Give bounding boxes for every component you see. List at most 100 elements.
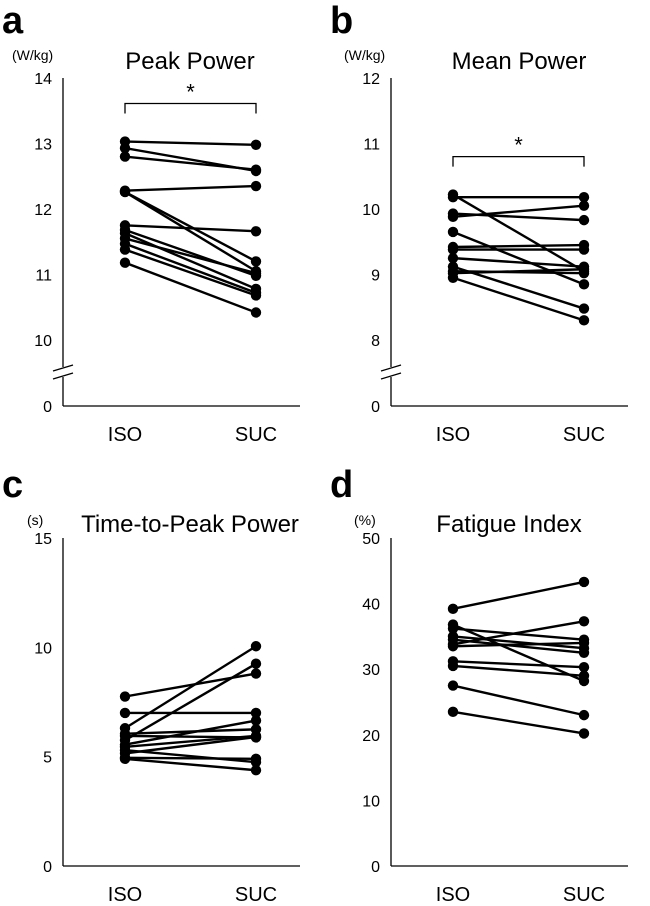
y-tick-label: 0 <box>43 399 52 416</box>
data-point-suc-10 <box>250 267 262 279</box>
y-tick-label: 40 <box>362 597 380 614</box>
unit-label-c: (s) <box>27 512 43 528</box>
subject-line-11 <box>452 710 585 735</box>
subject-line-3 <box>124 645 257 730</box>
subject-line-4 <box>452 635 585 650</box>
significance-bracket-a <box>124 102 257 114</box>
y-tick-label: 30 <box>362 662 380 679</box>
panel-a: a (W/kg) Peak Power 14 13 12 11 10 0 ISO SUC * <box>2 0 300 446</box>
y-tick-label: 50 <box>362 531 380 548</box>
panel-title-d: Fatigue Index <box>436 511 581 538</box>
data-point-iso-4 <box>447 211 459 223</box>
data-point-suc-4 <box>250 180 262 192</box>
y-tick-label: 10 <box>34 640 52 657</box>
data-point-suc-7 <box>250 715 262 726</box>
subject-line-10 <box>124 237 257 275</box>
subject-line-6 <box>124 662 257 742</box>
y-tick-label: 12 <box>34 202 52 219</box>
subject-line-3 <box>452 627 585 641</box>
plot-d: 50 40 30 20 10 0 ISO SUC <box>362 531 628 906</box>
data-point-suc-3 <box>578 214 590 226</box>
subject-line-2 <box>452 623 585 683</box>
subject-line-8 <box>452 660 585 669</box>
subject-line-6 <box>124 190 257 273</box>
y-tick-label: 5 <box>43 750 52 767</box>
subject-line-11 <box>124 242 257 294</box>
data-point-suc-1 <box>250 139 262 151</box>
subject-line-5 <box>452 638 585 654</box>
panel-letter-c: c <box>2 464 23 506</box>
axis-break-mark-b <box>380 364 402 372</box>
y-tick-label: 0 <box>43 859 52 876</box>
panel-d: d (%) Fatigue Index 50 40 30 20 10 0 ISO SUC <box>330 464 628 906</box>
subject-line-3 <box>124 155 257 171</box>
data-point-iso-10 <box>447 680 459 691</box>
subject-line-12 <box>124 757 257 772</box>
data-point-suc-1 <box>578 576 590 588</box>
y-tick-label: 20 <box>362 728 380 745</box>
data-point-suc-12 <box>250 290 262 301</box>
subject-line-4 <box>124 184 257 192</box>
panel-title-a: Peak Power <box>125 48 254 75</box>
subject-line-10 <box>452 684 585 717</box>
panel-b: b (W/kg) Mean Power 12 11 10 9 8 0 ISO SUC * <box>330 0 628 446</box>
axis-break-mark-b <box>380 372 402 380</box>
data-point-iso-9 <box>447 660 459 672</box>
data-point-iso-2 <box>447 192 459 203</box>
data-point-suc-9 <box>578 670 590 681</box>
panel-letter-d: d <box>330 464 353 506</box>
subject-line-4 <box>452 204 585 219</box>
y-tick-label: 10 <box>362 202 380 219</box>
unit-label-b: (W/kg) <box>344 47 385 63</box>
data-point-iso-7 <box>447 244 459 255</box>
subject-line-7 <box>124 719 257 746</box>
subject-line-9 <box>452 664 585 677</box>
x-tick-label-iso: ISO <box>436 424 470 446</box>
y-tick-label: 8 <box>371 333 380 350</box>
unit-label-a: (W/kg) <box>12 47 53 63</box>
subject-line-12 <box>452 276 585 322</box>
x-tick-label-iso: ISO <box>108 884 142 906</box>
data-point-iso-8 <box>447 252 459 264</box>
axis-break-mark-a <box>52 364 74 372</box>
y-tick-label: 11 <box>35 268 52 285</box>
data-point-iso-11 <box>447 706 459 718</box>
y-tick-label: 11 <box>363 137 380 154</box>
data-point-suc-7 <box>578 244 590 255</box>
data-point-suc-10 <box>578 709 590 721</box>
data-point-iso-12 <box>447 272 459 283</box>
y-tick-label: 9 <box>371 268 380 285</box>
subject-line-8 <box>452 256 585 268</box>
subject-line-8 <box>124 734 257 749</box>
subject-line-7 <box>452 641 585 648</box>
data-point-iso-1 <box>447 603 459 615</box>
y-tick-label: 0 <box>371 399 380 416</box>
data-point-suc-2 <box>250 707 262 719</box>
data-point-iso-3 <box>447 623 459 634</box>
plot-b: 12 11 10 9 8 0 ISO SUC * <box>362 71 628 446</box>
subject-line-7 <box>124 224 257 233</box>
data-point-iso-5 <box>447 226 459 238</box>
data-point-suc-6 <box>578 616 590 627</box>
y-tick-label: 10 <box>34 333 52 350</box>
data-point-iso-12 <box>119 753 131 765</box>
subject-line-9 <box>124 748 257 764</box>
y-tick-label: 14 <box>34 71 52 88</box>
subject-line-13 <box>124 261 257 314</box>
data-point-suc-7 <box>578 637 590 649</box>
unit-label-d: (%) <box>354 512 376 528</box>
data-point-suc-9 <box>578 303 590 314</box>
subject-line-11 <box>452 268 585 275</box>
x-tick-label-suc: SUC <box>563 884 605 906</box>
data-point-iso-2 <box>119 707 131 719</box>
panel-title-b: Mean Power <box>452 48 587 75</box>
data-point-suc-2 <box>578 192 590 203</box>
y-tick-label: 0 <box>371 859 380 876</box>
subject-line-6 <box>452 620 585 646</box>
data-point-suc-13 <box>250 307 262 318</box>
significance-bracket-b <box>452 155 585 167</box>
panel-letter-b: b <box>330 0 353 42</box>
x-tick-label-iso: ISO <box>108 424 142 446</box>
data-point-iso-7 <box>447 641 459 652</box>
